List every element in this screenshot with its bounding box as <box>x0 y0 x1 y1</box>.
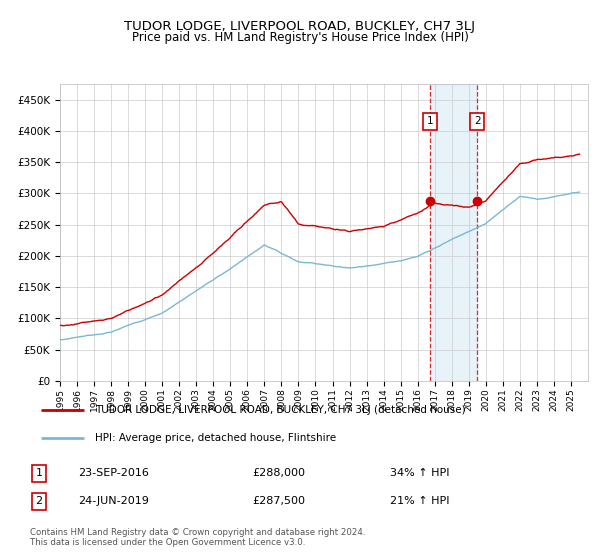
Text: 1: 1 <box>35 468 43 478</box>
Text: HPI: Average price, detached house, Flintshire: HPI: Average price, detached house, Flin… <box>95 433 336 444</box>
Text: £287,500: £287,500 <box>252 496 305 506</box>
Text: 2: 2 <box>474 116 481 127</box>
Text: TUDOR LODGE, LIVERPOOL ROAD, BUCKLEY, CH7 3LJ (detached house): TUDOR LODGE, LIVERPOOL ROAD, BUCKLEY, CH… <box>95 405 466 415</box>
Text: 23-SEP-2016: 23-SEP-2016 <box>78 468 149 478</box>
Text: TUDOR LODGE, LIVERPOOL ROAD, BUCKLEY, CH7 3LJ: TUDOR LODGE, LIVERPOOL ROAD, BUCKLEY, CH… <box>125 20 476 32</box>
Text: 2: 2 <box>35 496 43 506</box>
Text: Contains HM Land Registry data © Crown copyright and database right 2024.
This d: Contains HM Land Registry data © Crown c… <box>30 528 365 548</box>
Text: 24-JUN-2019: 24-JUN-2019 <box>78 496 149 506</box>
Bar <box>430 84 477 381</box>
Text: 21% ↑ HPI: 21% ↑ HPI <box>390 496 449 506</box>
Text: 34% ↑ HPI: 34% ↑ HPI <box>390 468 449 478</box>
Text: 1: 1 <box>427 116 434 127</box>
Text: £288,000: £288,000 <box>252 468 305 478</box>
Text: Price paid vs. HM Land Registry's House Price Index (HPI): Price paid vs. HM Land Registry's House … <box>131 31 469 44</box>
